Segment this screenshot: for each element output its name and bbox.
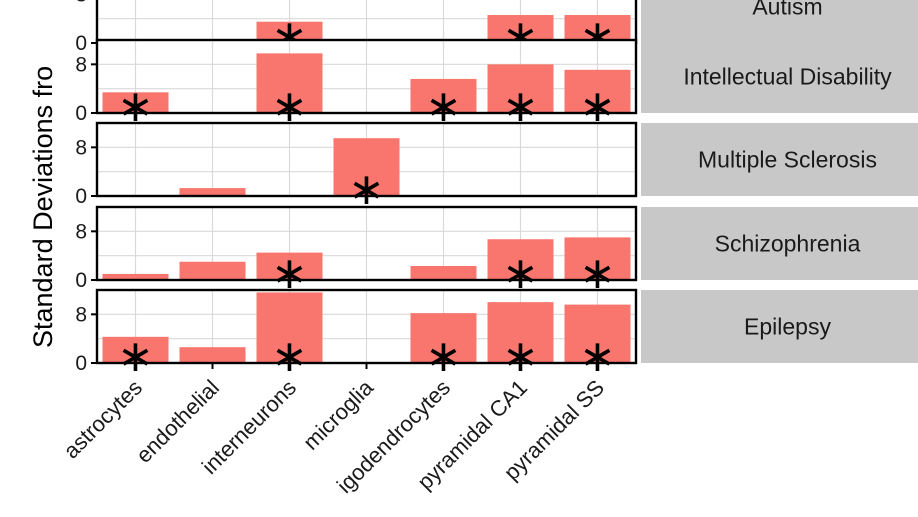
bar-oligodendrocytes (410, 78, 477, 113)
significance-star: ∗ (425, 331, 462, 382)
bar-pyramidal-CA1 (487, 64, 554, 113)
y-tick-label: 8 (75, 220, 87, 243)
facet-multiple-sclerosis: ∗08 Multiple Sclerosis (75, 121, 918, 215)
y-tick-label: 8 (75, 53, 87, 76)
bar-astrocytes (102, 336, 169, 363)
y-tick-label: 0 (75, 269, 87, 292)
x-axis-labels: astrocytesendothelialinterneuronsmicrogl… (58, 363, 609, 498)
significance-star: ∗ (502, 331, 539, 382)
panel-border (95, 205, 638, 282)
bar-interneurons (256, 21, 323, 43)
bar-pyramidal-CA1 (487, 15, 554, 43)
significance-star: ∗ (117, 331, 154, 382)
bar-pyramidal-SS (564, 237, 631, 280)
bar-astrocytes (102, 92, 169, 113)
bar-pyramidal-SS (564, 69, 631, 113)
bar-oligodendrocytes (410, 313, 477, 363)
facet-strip-label: Autism (752, 0, 822, 20)
bar-astrocytes (102, 273, 169, 280)
significance-star: ∗ (579, 331, 616, 382)
y-tick-label: 8 (75, 136, 87, 159)
y-tick-label: 0 (75, 352, 87, 375)
facet-strip-label: Schizophrenia (715, 231, 861, 257)
facet-strip (641, 123, 918, 196)
facet-strip (641, 40, 918, 113)
bar-endothelial (179, 188, 246, 196)
facet-strip (641, 290, 918, 363)
facet-epilepsy: ∗ ∗ ∗ ∗ ∗ 0 8 Epilepsy (75, 288, 918, 382)
facet-strip (641, 0, 918, 43)
panel-border (95, 121, 638, 198)
facet-schizophrenia: ∗ ∗ ∗08 Schizophrenia (75, 205, 918, 299)
facet-strip-label: Epilepsy (744, 314, 831, 340)
y-tick-label: 8 (75, 303, 87, 326)
facet-strip (641, 207, 918, 280)
y-tick-label: 0 (75, 185, 87, 208)
facet-strip-label: Intellectual Disability (683, 64, 892, 90)
bar-pyramidal-CA1 (487, 302, 554, 363)
bar-interneurons (256, 53, 323, 113)
significance-star: ∗ (271, 331, 308, 382)
facet-intellectual-disability: ∗ ∗ ∗ ∗ ∗08 Intellectual Disability (75, 38, 918, 132)
x-tick-label: microglia (298, 374, 378, 454)
y-tick-label: 8 (75, 0, 87, 6)
facet-strip-label: Multiple Sclerosis (698, 147, 877, 173)
y-tick-label: 0 (75, 32, 87, 55)
y-tick-label: 0 (75, 102, 87, 125)
bar-interneurons (256, 252, 323, 280)
panel-border (95, 38, 638, 115)
bar-interneurons (256, 292, 323, 363)
facet-autism: ∗∗∗08Autism (75, 0, 918, 62)
bar-pyramidal-SS (564, 304, 631, 363)
bar-endothelial (179, 261, 246, 280)
bar-microglia (333, 138, 400, 196)
y-axis-title: Standard Deviations fro (28, 66, 58, 348)
bar-pyramidal-CA1 (487, 239, 554, 280)
bar-endothelial (179, 347, 246, 363)
bar-pyramidal-SS (564, 15, 631, 43)
bar-oligodendrocytes (410, 266, 477, 280)
